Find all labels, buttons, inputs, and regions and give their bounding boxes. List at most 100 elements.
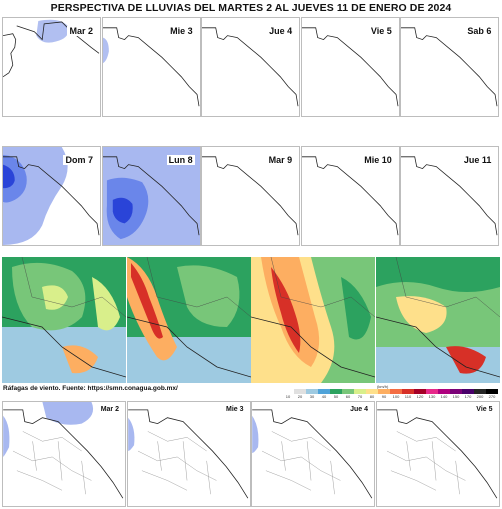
state-map bbox=[401, 27, 498, 107]
rain-map-panel: Mie 3 bbox=[101, 17, 201, 117]
scale-tick: 200 bbox=[476, 394, 484, 399]
scale-swatch bbox=[366, 389, 378, 394]
wind-gust-map bbox=[251, 257, 375, 383]
scale-tick: 270 bbox=[488, 394, 496, 399]
municipal-borders bbox=[261, 431, 341, 495]
scale-tick: 170 bbox=[464, 394, 472, 399]
scale-tick: 80 bbox=[369, 394, 375, 399]
municipal-borders bbox=[386, 431, 466, 495]
municipal-map bbox=[3, 402, 124, 499]
day-label: Vie 5 bbox=[474, 406, 495, 413]
state-border bbox=[252, 409, 373, 499]
scale-tick: 40 bbox=[321, 394, 327, 399]
municipal-borders bbox=[137, 431, 217, 495]
rain-peak bbox=[112, 197, 133, 224]
state-border bbox=[301, 27, 399, 107]
scale-color-bar bbox=[282, 389, 498, 394]
scale-swatch bbox=[402, 389, 414, 394]
wind-gust-map bbox=[2, 257, 126, 383]
scale-tick: 120 bbox=[416, 394, 424, 399]
rain-peak bbox=[3, 164, 15, 189]
rain-area bbox=[252, 415, 259, 454]
state-map bbox=[3, 147, 100, 245]
municipal-borders bbox=[12, 431, 92, 495]
scale-swatch bbox=[426, 389, 438, 394]
scale-swatch bbox=[450, 389, 462, 394]
state-border bbox=[376, 409, 497, 499]
municipal-map bbox=[252, 409, 373, 499]
rain-map-panel: Mar 2 bbox=[2, 17, 101, 117]
municipal-map-panel: Mar 2 bbox=[2, 401, 126, 507]
state-border bbox=[3, 21, 100, 78]
day-label: Lun 8 bbox=[166, 155, 195, 165]
scale-tick: 130 bbox=[428, 394, 436, 399]
day-label: Jue 4 bbox=[348, 406, 370, 413]
state-border bbox=[401, 27, 498, 107]
state-border bbox=[401, 156, 498, 236]
scale-swatch bbox=[282, 389, 294, 394]
rain-row-1: Mar 2 Mie 3 Jue 4 Vie 5 Sab 6 bbox=[2, 17, 500, 117]
page-title: PERSPECTIVA DE LLUVIAS DEL MARTES 2 AL J… bbox=[50, 2, 452, 14]
day-label: Mie 10 bbox=[362, 155, 394, 165]
scale-tick: 140 bbox=[440, 394, 448, 399]
wind-scale-legend: (km/h) 10 20 30 40 50 60 70 80 90 100 11… bbox=[282, 384, 498, 400]
scale-tick: 30 bbox=[309, 394, 315, 399]
scale-swatch bbox=[390, 389, 402, 394]
rain-map-panel: Mar 9 bbox=[201, 146, 301, 246]
scale-ticks: 10 20 30 40 50 60 70 80 90 100 110 120 1… bbox=[282, 394, 498, 399]
municipal-map-panel: Vie 5 bbox=[375, 401, 500, 507]
rain-area bbox=[127, 417, 134, 452]
day-label: Jue 11 bbox=[461, 155, 494, 165]
rain-area bbox=[42, 402, 94, 425]
rain-row-2: Dom 7 Lun 8 Mar 9 Mie 10 Jue 11 bbox=[2, 146, 500, 246]
scale-tick: 90 bbox=[381, 394, 387, 399]
day-label: Mie 3 bbox=[223, 406, 246, 413]
scale-swatch bbox=[306, 389, 318, 394]
state-border bbox=[3, 156, 100, 236]
wind-field bbox=[375, 257, 500, 383]
scale-swatch bbox=[330, 389, 342, 394]
rain-area bbox=[3, 415, 10, 457]
day-label: Mar 2 bbox=[98, 406, 121, 413]
municipal-maps-row: Mar 2 Mie 3 Jue 4 Vie 5 bbox=[2, 401, 500, 507]
state-map bbox=[202, 156, 299, 236]
municipal-map-panel: Mie 3 bbox=[126, 401, 251, 507]
rain-map-panel: Sab 6 bbox=[400, 17, 500, 117]
state-border bbox=[202, 27, 299, 107]
scale-tick: 70 bbox=[357, 394, 363, 399]
scale-tick: 110 bbox=[404, 394, 412, 399]
state-border bbox=[3, 409, 124, 499]
scale-swatch bbox=[354, 389, 366, 394]
state-map bbox=[301, 27, 399, 107]
state-border bbox=[102, 27, 200, 107]
day-label: Mie 3 bbox=[168, 26, 195, 36]
day-label: Mar 9 bbox=[266, 155, 295, 165]
scale-unit: (km/h) bbox=[377, 384, 389, 389]
rain-map-panel: Mie 10 bbox=[300, 146, 400, 246]
day-label: Dom 7 bbox=[63, 155, 95, 165]
state-border bbox=[301, 156, 399, 236]
municipal-map bbox=[376, 409, 497, 499]
wind-gust-map bbox=[375, 257, 500, 383]
state-map bbox=[401, 156, 498, 236]
scale-tick: 150 bbox=[452, 394, 460, 399]
scale-swatch bbox=[438, 389, 450, 394]
rain-map-panel: Dom 7 bbox=[2, 146, 101, 246]
scale-tick: 10 bbox=[285, 394, 291, 399]
scale-tick: 50 bbox=[333, 394, 339, 399]
rain-map-panel: Lun 8 bbox=[101, 146, 201, 246]
scale-swatch bbox=[414, 389, 426, 394]
state-border bbox=[102, 156, 200, 236]
wind-gust-maps bbox=[2, 257, 500, 383]
scale-tick: 20 bbox=[297, 394, 303, 399]
source-caption: Ráfagas de viento. Fuente: https://smn.c… bbox=[3, 385, 178, 392]
scale-tick: 100 bbox=[392, 394, 400, 399]
wind-field bbox=[2, 257, 126, 383]
rain-map-panel: Vie 5 bbox=[300, 17, 400, 117]
rain-area bbox=[102, 37, 109, 64]
day-label: Jue 4 bbox=[267, 26, 295, 36]
wind-gust-map bbox=[126, 257, 251, 383]
state-map bbox=[102, 27, 200, 107]
scale-swatch bbox=[294, 389, 306, 394]
scale-swatch bbox=[474, 389, 486, 394]
